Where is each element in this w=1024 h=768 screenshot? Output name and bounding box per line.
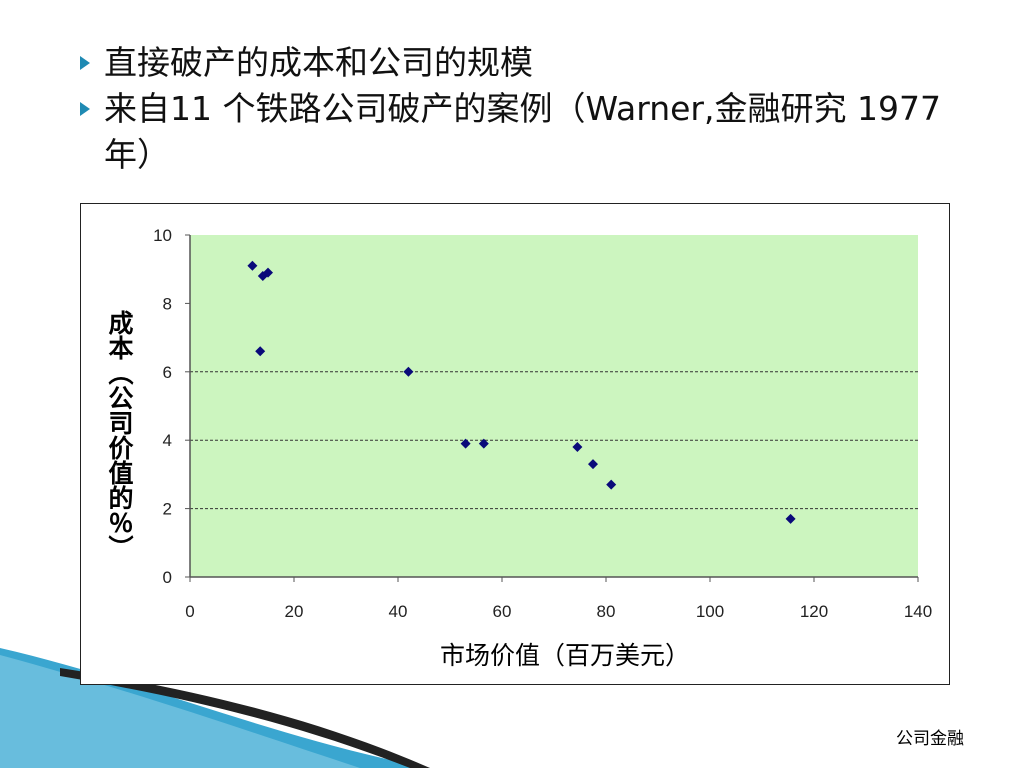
x-tick-label: 60 bbox=[493, 602, 512, 621]
x-tick-label: 20 bbox=[285, 602, 304, 621]
y-tick-label: 2 bbox=[163, 500, 172, 519]
plot-area bbox=[190, 235, 918, 577]
y-tick-label: 8 bbox=[163, 294, 172, 313]
bullet-item: 来自11 个铁路公司破产的案例（Warner,金融研究 1977 年） bbox=[78, 86, 978, 178]
y-tick-label: 6 bbox=[163, 363, 172, 382]
x-tick-label: 80 bbox=[597, 602, 616, 621]
y-tick-label: 0 bbox=[163, 568, 172, 587]
bullet-text: 直接破产的成本和公司的规模 bbox=[104, 43, 533, 82]
data-point bbox=[478, 438, 489, 449]
data-point bbox=[588, 459, 598, 470]
data-point bbox=[785, 513, 796, 524]
y-tick-label: 4 bbox=[163, 431, 172, 450]
data-point bbox=[403, 366, 414, 377]
y-tick-label: 10 bbox=[153, 226, 172, 245]
data-point bbox=[255, 346, 266, 357]
footer-label: 公司金融 bbox=[896, 729, 964, 749]
data-point bbox=[572, 442, 583, 453]
x-tick-label: 40 bbox=[389, 602, 408, 621]
triangle-bullet-icon bbox=[80, 56, 90, 70]
x-tick-label: 0 bbox=[185, 602, 194, 621]
triangle-bullet-icon bbox=[80, 102, 90, 116]
bullet-text: 来自11 个铁路公司破产的案例（Warner,金融研究 1977 年） bbox=[104, 89, 941, 174]
x-tick-label: 100 bbox=[696, 602, 724, 621]
x-axis-label: 市场价值（百万美元） bbox=[439, 641, 690, 670]
y-axis-label: 成本（公司价值的％） bbox=[105, 310, 134, 560]
data-point bbox=[460, 438, 471, 449]
x-tick-label: 120 bbox=[800, 602, 828, 621]
data-point bbox=[606, 479, 617, 490]
bullet-item: 直接破产的成本和公司的规模 bbox=[78, 40, 978, 86]
data-point bbox=[247, 260, 258, 271]
x-tick-label: 140 bbox=[904, 602, 932, 621]
bullet-list: 直接破产的成本和公司的规模 来自11 个铁路公司破产的案例（Warner,金融研… bbox=[78, 40, 978, 178]
data-point bbox=[263, 267, 273, 278]
